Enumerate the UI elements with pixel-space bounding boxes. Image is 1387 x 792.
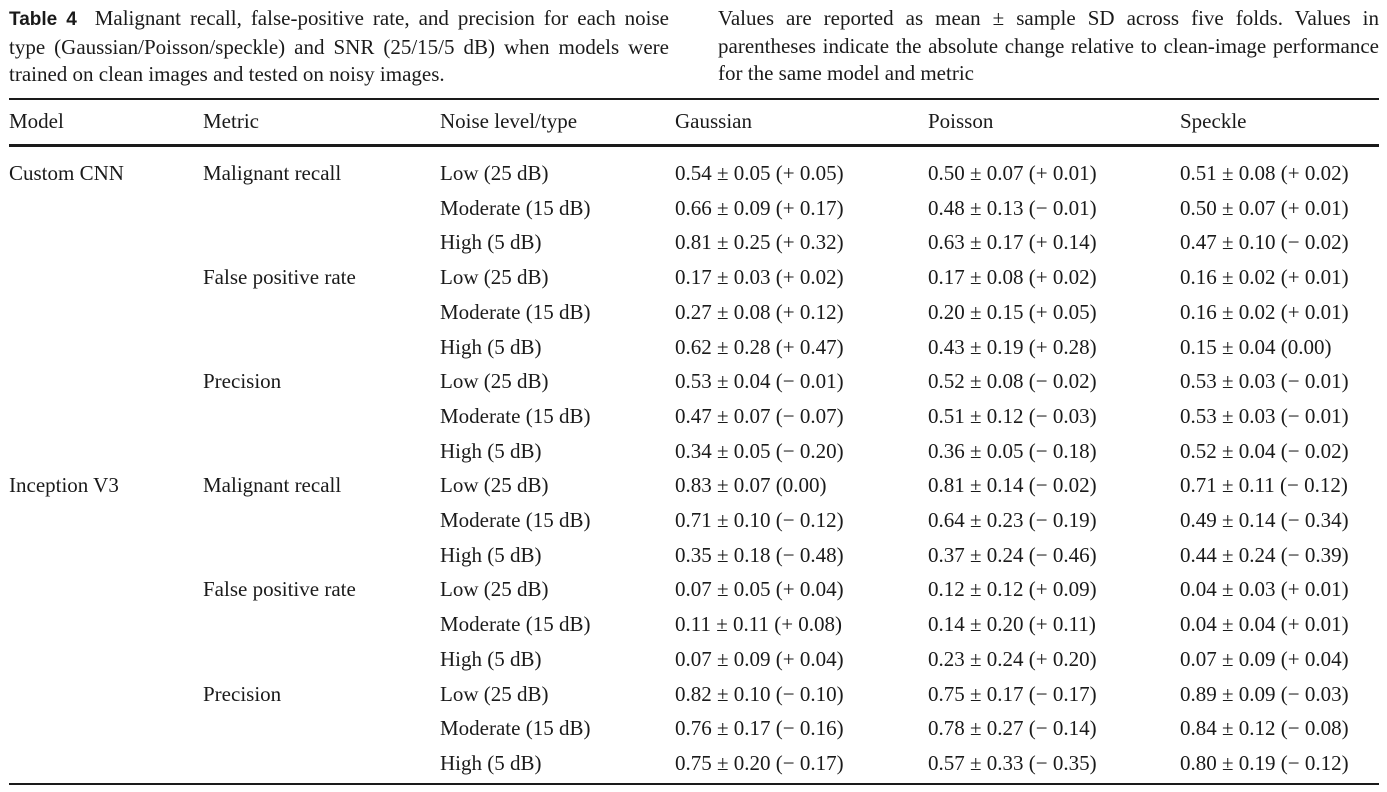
speckle-cell: 0.07 ± 0.09 (+ 0.04)	[1180, 646, 1349, 671]
gaussian-cell: 0.75 ± 0.20 (− 0.17)	[675, 750, 844, 775]
poisson-cell: 0.36 ± 0.05 (− 0.18)	[928, 438, 1097, 463]
gaussian-cell: 0.76 ± 0.17 (− 0.16)	[675, 716, 844, 741]
caption-text-right: Values are reported as mean ± sample SD …	[718, 6, 1379, 85]
header-metric: Metric	[203, 109, 259, 133]
table-header-rule	[9, 144, 1379, 147]
poisson-cell: 0.64 ± 0.23 (− 0.19)	[928, 508, 1097, 532]
metric-cell: False positive rate	[203, 577, 356, 602]
noise-level-cell: Low (25 dB)	[440, 577, 549, 602]
gaussian-cell: 0.54 ± 0.05 (+ 0.05)	[675, 161, 844, 185]
poisson-cell: 0.12 ± 0.12 (+ 0.09)	[928, 577, 1097, 602]
gaussian-cell: 0.47 ± 0.07 (− 0.07)	[675, 403, 844, 428]
poisson-cell: 0.14 ± 0.20 (+ 0.11)	[928, 612, 1096, 637]
noise-level-cell: Low (25 dB)	[440, 265, 549, 290]
noise-level-cell: Moderate (15 dB)	[440, 195, 591, 220]
speckle-cell: 0.49 ± 0.14 (− 0.34)	[1180, 508, 1349, 532]
speckle-cell: 0.50 ± 0.07 (+ 0.01)	[1180, 195, 1349, 220]
gaussian-cell: 0.81 ± 0.25 (+ 0.32)	[675, 230, 844, 255]
poisson-cell: 0.20 ± 0.15 (+ 0.05)	[928, 299, 1097, 324]
speckle-cell: 0.53 ± 0.03 (− 0.01)	[1180, 403, 1349, 428]
noise-level-cell: Moderate (15 dB)	[440, 299, 591, 324]
gaussian-cell: 0.62 ± 0.28 (+ 0.47)	[675, 334, 844, 359]
gaussian-cell: 0.66 ± 0.09 (+ 0.17)	[675, 195, 844, 220]
noise-level-cell: High (5 dB)	[440, 334, 542, 359]
speckle-cell: 0.52 ± 0.04 (− 0.02)	[1180, 438, 1349, 463]
noise-level-cell: Low (25 dB)	[440, 369, 549, 394]
header-speckle: Speckle	[1180, 109, 1247, 133]
gaussian-cell: 0.07 ± 0.09 (+ 0.04)	[675, 646, 844, 671]
gaussian-cell: 0.11 ± 0.11 (+ 0.08)	[675, 612, 843, 637]
poisson-cell: 0.81 ± 0.14 (− 0.02)	[928, 473, 1097, 498]
poisson-cell: 0.50 ± 0.07 (+ 0.01)	[928, 161, 1097, 185]
caption-text-left: Malignant recall, false-positive rate, a…	[9, 6, 670, 86]
poisson-cell: 0.63 ± 0.17 (+ 0.14)	[928, 230, 1097, 255]
header-noise-level: Noise level/type	[440, 109, 578, 133]
metric-cell: Malignant recall	[203, 473, 342, 498]
noise-level-cell: Low (25 dB)	[440, 473, 549, 498]
noise-level-cell: High (5 dB)	[440, 750, 542, 775]
header-poisson: Poisson	[928, 109, 994, 133]
noise-level-cell: High (5 dB)	[440, 542, 542, 567]
speckle-cell: 0.84 ± 0.12 (− 0.08)	[1180, 716, 1349, 741]
speckle-cell: 0.04 ± 0.04 (+ 0.01)	[1180, 612, 1349, 637]
speckle-cell: 0.89 ± 0.09 (− 0.03)	[1180, 681, 1349, 706]
poisson-cell: 0.48 ± 0.13 (− 0.01)	[928, 195, 1097, 220]
speckle-cell: 0.53 ± 0.03 (− 0.01)	[1180, 369, 1349, 394]
gaussian-cell: 0.35 ± 0.18 (− 0.48)	[675, 542, 844, 567]
poisson-cell: 0.37 ± 0.24 (− 0.46)	[928, 542, 1097, 567]
header-model: Model	[9, 109, 64, 133]
model-cell: Custom CNN	[9, 161, 124, 185]
table-bottom-rule	[9, 783, 1379, 785]
noise-level-cell: Low (25 dB)	[440, 161, 549, 185]
gaussian-cell: 0.17 ± 0.03 (+ 0.02)	[675, 265, 844, 290]
noise-level-cell: High (5 dB)	[440, 230, 542, 255]
gaussian-cell: 0.71 ± 0.10 (− 0.12)	[675, 508, 844, 532]
gaussian-cell: 0.82 ± 0.10 (− 0.10)	[675, 681, 844, 706]
table-top-rule	[9, 98, 1379, 100]
speckle-cell: 0.44 ± 0.24 (− 0.39)	[1180, 542, 1349, 567]
gaussian-cell: 0.07 ± 0.05 (+ 0.04)	[675, 577, 844, 602]
caption-continuation: Values are reported as mean ± sample SD …	[718, 5, 1379, 88]
speckle-cell: 0.16 ± 0.02 (+ 0.01)	[1180, 299, 1349, 324]
table-caption: Table 4 Malignant recall, false-positive…	[9, 5, 669, 89]
noise-level-cell: Moderate (15 dB)	[440, 508, 591, 532]
poisson-cell: 0.75 ± 0.17 (− 0.17)	[928, 681, 1097, 706]
gaussian-cell: 0.34 ± 0.05 (− 0.20)	[675, 438, 844, 463]
metric-cell: Malignant recall	[203, 161, 342, 185]
poisson-cell: 0.17 ± 0.08 (+ 0.02)	[928, 265, 1097, 290]
speckle-cell: 0.47 ± 0.10 (− 0.02)	[1180, 230, 1349, 255]
speckle-cell: 0.80 ± 0.19 (− 0.12)	[1180, 750, 1349, 775]
speckle-cell: 0.51 ± 0.08 (+ 0.02)	[1180, 161, 1349, 185]
noise-level-cell: Moderate (15 dB)	[440, 403, 591, 428]
poisson-cell: 0.43 ± 0.19 (+ 0.28)	[928, 334, 1097, 359]
poisson-cell: 0.52 ± 0.08 (− 0.02)	[928, 369, 1097, 394]
noise-level-cell: High (5 dB)	[440, 438, 542, 463]
speckle-cell: 0.71 ± 0.11 (− 0.12)	[1180, 473, 1348, 498]
speckle-cell: 0.15 ± 0.04 (0.00)	[1180, 334, 1332, 359]
noise-level-cell: High (5 dB)	[440, 646, 542, 671]
speckle-cell: 0.04 ± 0.03 (+ 0.01)	[1180, 577, 1349, 602]
metric-cell: Precision	[203, 681, 282, 706]
gaussian-cell: 0.53 ± 0.04 (− 0.01)	[675, 369, 844, 394]
model-cell: Inception V3	[9, 473, 119, 498]
header-gaussian: Gaussian	[675, 109, 752, 133]
noise-level-cell: Moderate (15 dB)	[440, 612, 591, 637]
speckle-cell: 0.16 ± 0.02 (+ 0.01)	[1180, 265, 1349, 290]
poisson-cell: 0.78 ± 0.27 (− 0.14)	[928, 716, 1097, 741]
noise-level-cell: Moderate (15 dB)	[440, 716, 591, 741]
table-label: Table 4	[9, 9, 77, 30]
metric-cell: False positive rate	[203, 265, 356, 290]
poisson-cell: 0.23 ± 0.24 (+ 0.20)	[928, 646, 1097, 671]
metric-cell: Precision	[203, 369, 282, 394]
noise-level-cell: Low (25 dB)	[440, 681, 549, 706]
gaussian-cell: 0.27 ± 0.08 (+ 0.12)	[675, 299, 844, 324]
poisson-cell: 0.51 ± 0.12 (− 0.03)	[928, 403, 1097, 428]
gaussian-cell: 0.83 ± 0.07 (0.00)	[675, 473, 827, 498]
poisson-cell: 0.57 ± 0.33 (− 0.35)	[928, 750, 1097, 775]
